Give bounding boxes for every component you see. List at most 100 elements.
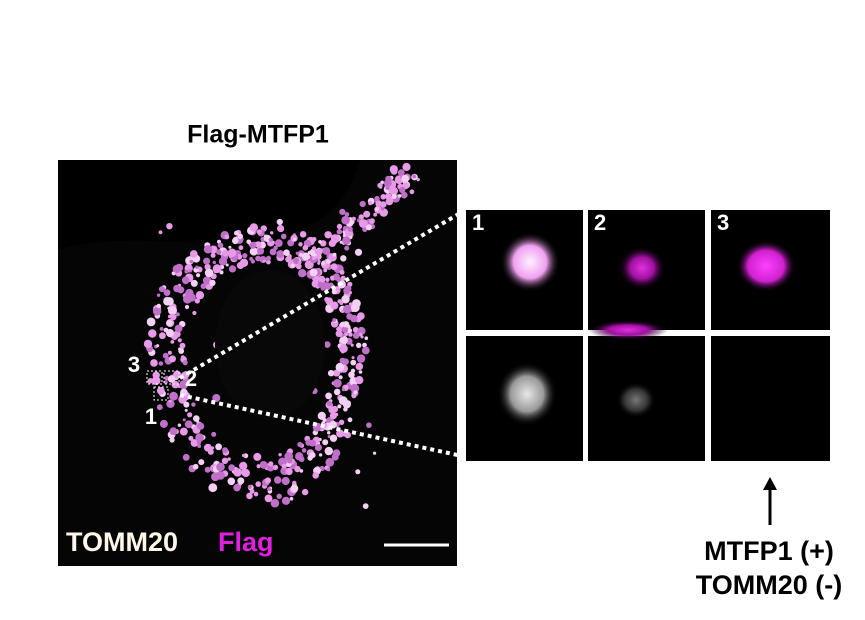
particle	[325, 259, 331, 264]
zoom-line	[178, 210, 464, 380]
particle	[266, 255, 271, 261]
particle	[217, 242, 224, 249]
particle	[299, 231, 307, 238]
particle	[169, 437, 175, 443]
particle	[322, 439, 329, 446]
particle	[169, 391, 179, 401]
particle	[350, 314, 358, 323]
particle	[352, 332, 360, 339]
particle	[249, 247, 258, 256]
particle	[343, 304, 352, 314]
particle	[327, 370, 335, 377]
particle	[329, 434, 338, 442]
particle	[387, 196, 393, 202]
particle	[281, 496, 291, 505]
particle	[326, 467, 331, 472]
particle	[281, 476, 290, 486]
particle	[358, 370, 363, 374]
particle	[309, 452, 316, 459]
particle	[347, 417, 353, 423]
particle	[276, 250, 285, 258]
particle	[233, 236, 238, 242]
particle	[361, 346, 370, 355]
particle	[298, 242, 303, 247]
particle	[253, 491, 259, 497]
particle	[233, 484, 241, 492]
particle	[255, 255, 261, 262]
particle	[192, 463, 199, 470]
particle	[290, 263, 295, 268]
particle	[375, 207, 380, 211]
particle	[331, 289, 337, 295]
particle	[156, 293, 161, 297]
inset-label: 3	[717, 210, 729, 235]
particle	[143, 339, 153, 349]
particle	[239, 258, 249, 267]
particle	[330, 275, 335, 280]
particle	[162, 352, 169, 359]
particle	[338, 396, 348, 405]
particle	[271, 240, 275, 245]
particle	[341, 295, 350, 304]
particle	[179, 342, 186, 349]
particle	[158, 230, 163, 235]
particle	[302, 245, 309, 251]
mitochondria	[143, 162, 420, 509]
particle	[362, 503, 369, 509]
particle	[181, 276, 190, 285]
particle	[330, 263, 338, 271]
particle	[352, 326, 359, 333]
particle	[339, 301, 344, 305]
particle	[294, 465, 301, 473]
particle	[274, 476, 282, 484]
particle	[177, 338, 182, 343]
particle	[365, 224, 372, 231]
particle	[341, 215, 350, 225]
particle	[325, 457, 335, 467]
roi-box	[146, 370, 163, 385]
particle	[293, 257, 300, 265]
particle	[350, 383, 360, 393]
particle	[342, 236, 351, 245]
particle	[242, 253, 248, 259]
particle	[332, 318, 337, 322]
particle	[211, 472, 220, 482]
particle	[270, 231, 274, 235]
particle	[305, 439, 313, 446]
particle	[264, 494, 273, 503]
roi-label: 1	[145, 404, 157, 429]
particle	[167, 375, 176, 383]
particle	[172, 264, 181, 274]
particle	[182, 418, 186, 422]
particle	[347, 328, 353, 333]
particle	[333, 379, 342, 388]
particle	[204, 263, 211, 271]
particle	[383, 179, 392, 188]
inset	[711, 336, 830, 461]
particle	[188, 435, 194, 441]
particle	[335, 362, 345, 372]
particle	[197, 444, 202, 448]
particle	[277, 224, 285, 233]
particle	[190, 439, 199, 447]
particle	[400, 191, 408, 199]
particle	[190, 250, 198, 258]
particle	[289, 496, 294, 501]
particle	[166, 223, 173, 230]
particle	[309, 268, 318, 277]
roi-box	[153, 386, 169, 401]
particle	[389, 187, 394, 192]
signal	[736, 240, 796, 292]
particle	[359, 327, 364, 332]
particle	[249, 488, 255, 494]
particle	[311, 237, 317, 242]
particle	[347, 226, 353, 232]
particle	[355, 362, 364, 371]
particle	[166, 320, 173, 327]
particle	[293, 237, 297, 241]
particle	[278, 453, 282, 457]
particle	[323, 341, 331, 348]
arrow-head	[763, 477, 777, 490]
particle	[353, 390, 358, 395]
particle	[270, 498, 280, 508]
